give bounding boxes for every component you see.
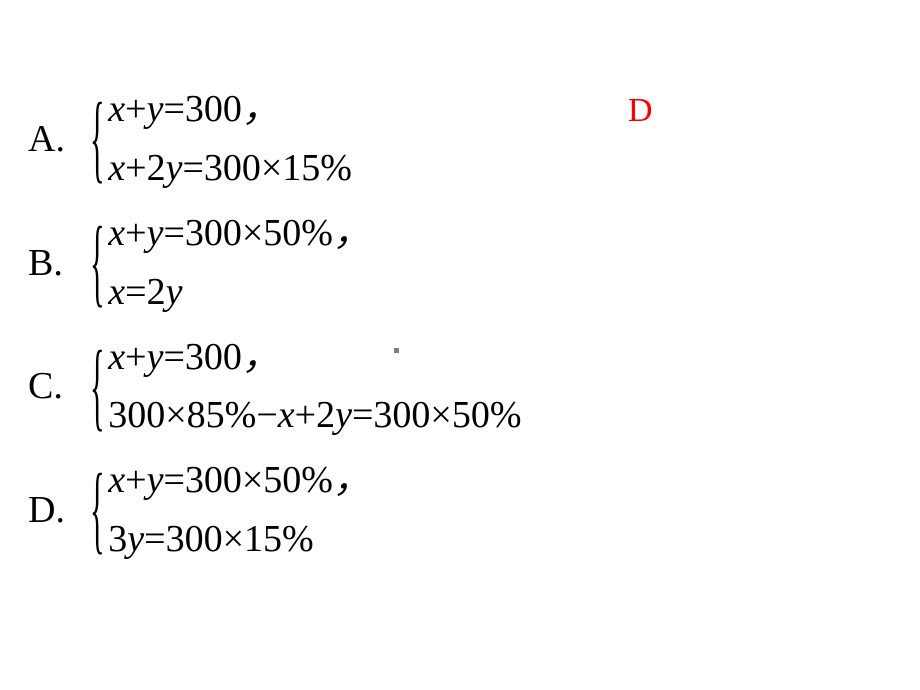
- option-d: D. { x+y=300×50%， 3y=300×15%: [28, 451, 522, 569]
- brace-icon: {: [90, 357, 106, 663]
- options-list: A. { x+y=300， x+2y=300×15% B. { x+y=300×…: [28, 80, 522, 575]
- option-d-eq1: x+y=300×50%，: [108, 451, 371, 510]
- option-a-eq1: x+y=300，: [108, 80, 352, 139]
- option-a-equations: x+y=300， x+2y=300×15%: [108, 80, 352, 198]
- option-d-system: { x+y=300×50%， 3y=300×15%: [88, 451, 371, 569]
- option-c-eq2: 300×85%−x+2y=300×50%: [108, 386, 521, 445]
- option-d-label: D.: [28, 488, 88, 532]
- option-d-eq2: 3y=300×15%: [108, 510, 371, 569]
- option-c-equations: x+y=300， 300×85%−x+2y=300×50%: [108, 328, 521, 446]
- option-b-eq2: x=2y: [108, 263, 371, 322]
- answer-mark: D: [628, 92, 653, 130]
- option-b-label: B.: [28, 241, 88, 285]
- option-a-label: A.: [28, 117, 88, 161]
- option-b-equations: x+y=300×50%， x=2y: [108, 204, 371, 322]
- option-d-equations: x+y=300×50%， 3y=300×15%: [108, 451, 371, 569]
- option-c-label: C.: [28, 364, 88, 408]
- option-a-system: { x+y=300， x+2y=300×15%: [88, 80, 352, 198]
- option-a-eq2: x+2y=300×15%: [108, 139, 352, 198]
- option-c-eq1: x+y=300，: [108, 328, 521, 387]
- option-c-system: { x+y=300， 300×85%−x+2y=300×50%: [88, 328, 522, 446]
- option-b-system: { x+y=300×50%， x=2y: [88, 204, 371, 322]
- decor-dot: [394, 348, 399, 353]
- option-b-eq1: x+y=300×50%，: [108, 204, 371, 263]
